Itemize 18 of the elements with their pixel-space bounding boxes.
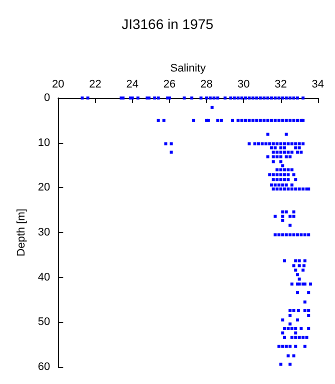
x-tick-label: 28 <box>200 78 213 90</box>
x-tick-label: 24 <box>126 78 138 90</box>
chart-title: JI3166 in 1975 <box>122 16 214 32</box>
y-tick-label: 60 <box>38 361 50 373</box>
x-tick-label: 26 <box>163 78 176 90</box>
x-tick-label: 20 <box>52 78 64 90</box>
x-tick-label: 34 <box>312 78 324 90</box>
y-tick-label: 20 <box>38 182 50 194</box>
x-tick-label: 32 <box>274 78 287 90</box>
x-axis-title: Salinity <box>170 62 206 75</box>
x-tick-label: 22 <box>89 78 102 90</box>
y-tick-label: 0 <box>44 92 50 104</box>
y-tick-label: 40 <box>38 271 50 284</box>
y-tick-label: 10 <box>38 136 50 149</box>
y-tick-label: 30 <box>38 226 50 238</box>
x-tick-label: 30 <box>238 78 250 90</box>
y-tick-label: 50 <box>38 316 50 328</box>
y-axis-title: Depth [m] <box>16 208 28 256</box>
